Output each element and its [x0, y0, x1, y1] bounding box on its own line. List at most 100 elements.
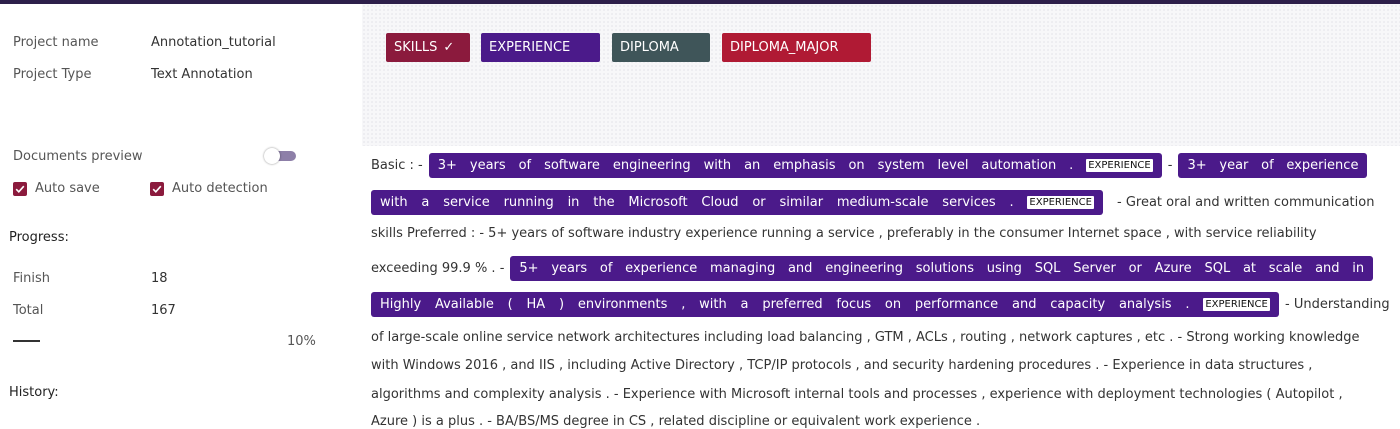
entity-word: and: [1315, 261, 1340, 276]
entity-word: experience: [1286, 158, 1359, 173]
entity-word: 3+: [437, 158, 457, 173]
entity-word: HA: [526, 297, 546, 312]
entity-word: year: [1219, 158, 1249, 173]
entity-word: software: [544, 158, 600, 173]
entity-word: on: [884, 297, 902, 312]
entity-word: with: [380, 195, 408, 210]
entity-word: in: [1352, 261, 1365, 276]
entity-word: emphasis: [773, 158, 836, 173]
entity-word: engineering: [825, 261, 903, 276]
progress-bar: [13, 340, 40, 342]
entity-word: environments: [577, 297, 668, 312]
checkmark-icon: [152, 185, 162, 193]
entity-word: level: [937, 158, 969, 173]
auto-save-label: Auto save: [35, 181, 100, 196]
entity-word: on: [848, 158, 865, 173]
entity-word: Azure: [1154, 261, 1192, 276]
documents-preview-toggle[interactable]: [264, 148, 296, 164]
entity-experience[interactable]: 3+ year of experience: [1178, 153, 1368, 178]
entity-word: years: [551, 261, 588, 276]
entity-experience[interactable]: with a service running in the Microsoft Cloud or…: [371, 190, 1103, 215]
auto-save-checkbox[interactable]: [13, 182, 27, 196]
label-button-experience[interactable]: EXPERIENCE: [481, 33, 600, 62]
finish-label: Finish: [13, 271, 51, 286]
entity-word: of: [599, 261, 613, 276]
entity-word: automation: [981, 158, 1057, 173]
label-name: SKILLS: [394, 40, 438, 55]
label-button-diploma-major[interactable]: DIPLOMA_MAJOR: [722, 33, 871, 62]
label-name: EXPERIENCE: [489, 40, 571, 55]
entity-word: an: [744, 158, 761, 173]
entity-word: a: [421, 195, 430, 210]
label-name: DIPLOMA_MAJOR: [730, 40, 839, 55]
entity-word: scale: [1268, 261, 1303, 276]
document-line: with Windows 2016 , and IIS , including …: [371, 358, 1313, 373]
annotation-workspace: SKILLS ✓ EXPERIENCE DIPLOMA DIPLOMA_MAJOR…: [362, 4, 1400, 429]
entity-word: similar: [779, 195, 824, 210]
entity-word: of: [518, 158, 532, 173]
entity-word: a: [740, 297, 749, 312]
progress-percent: 10%: [287, 334, 316, 349]
label-button-diploma[interactable]: DIPLOMA: [612, 33, 710, 62]
checkmark-icon: [15, 185, 25, 193]
documents-preview-label: Documents preview: [13, 149, 143, 164]
entity-word: 3+: [1187, 158, 1207, 173]
entity-word: .: [1185, 297, 1190, 312]
entity-word: with: [703, 158, 732, 173]
total-label: Total: [13, 303, 44, 318]
entity-word: (: [507, 297, 513, 312]
entity-word: Highly: [380, 297, 422, 312]
auto-detection-checkbox[interactable]: [150, 182, 164, 196]
text-span: - Great oral and written communication: [1117, 195, 1375, 210]
project-name-value: Annotation_tutorial: [151, 35, 276, 50]
text-span: Basic : -: [371, 158, 423, 173]
entity-word: or: [752, 195, 766, 210]
document-line: exceeding 99.9 % . - 5+ years of experience…: [371, 256, 1391, 281]
entity-word: experience: [625, 261, 698, 276]
entity-word: years: [469, 158, 506, 173]
entity-word: and: [1011, 297, 1037, 312]
top-bar: [0, 0, 1400, 4]
entity-word: running: [503, 195, 554, 210]
entity-word: managing: [710, 261, 776, 276]
document-line: with a service running in the Microsoft Cloud or…: [371, 190, 1391, 215]
document-line: Basic : - 3+ years of software engineering wi…: [371, 153, 1391, 178]
project-type-label: Project Type: [13, 67, 92, 82]
entity-experience[interactable]: 5+ years of experience managing and engineerin…: [510, 256, 1374, 281]
text-span: - Understanding: [1285, 297, 1390, 312]
project-type-value: Text Annotation: [151, 67, 253, 82]
entity-word: 5+: [519, 261, 539, 276]
label-name: DIPLOMA: [620, 40, 679, 55]
entity-word: at: [1242, 261, 1257, 276]
entity-word: Available: [434, 297, 494, 312]
entity-word: Microsoft: [628, 195, 688, 210]
entity-word: services: [942, 195, 996, 210]
document-line: Highly Available (HA) environments, with a pre…: [371, 292, 1391, 317]
entity-word: Cloud: [701, 195, 739, 210]
entity-experience[interactable]: 3+ years of software engineering with an emphas…: [428, 153, 1162, 178]
entity-word: with: [699, 297, 727, 312]
entity-word: .: [1009, 195, 1014, 210]
entity-label-tag: EXPERIENCE: [1027, 196, 1094, 209]
entity-word: .: [1069, 158, 1074, 173]
document-line: skills Preferred : - 5+ years of softwar…: [371, 226, 1317, 241]
entity-word: Server: [1073, 261, 1116, 276]
entity-word: ): [558, 297, 565, 312]
entity-word: ,: [681, 297, 686, 312]
text-span: -: [1167, 158, 1173, 173]
auto-detection-label: Auto detection: [172, 181, 268, 196]
entity-word: capacity: [1050, 297, 1106, 312]
entity-word: SQL: [1204, 261, 1231, 276]
entity-label-tag: EXPERIENCE: [1086, 159, 1153, 172]
text-span: exceeding 99.9 % . -: [371, 261, 505, 276]
label-button-skills[interactable]: SKILLS ✓: [386, 33, 470, 62]
entity-word: engineering: [612, 158, 691, 173]
toggle-knob: [264, 148, 280, 164]
entity-word: focus: [836, 297, 872, 312]
entity-experience[interactable]: Highly Available (HA) environments, with a pre…: [371, 292, 1279, 317]
entity-word: medium-scale: [836, 195, 929, 210]
entity-label-tag: EXPERIENCE: [1203, 298, 1270, 311]
entity-word: of: [1261, 158, 1274, 173]
toggle-track: [270, 151, 296, 161]
history-title: History:: [9, 385, 59, 400]
